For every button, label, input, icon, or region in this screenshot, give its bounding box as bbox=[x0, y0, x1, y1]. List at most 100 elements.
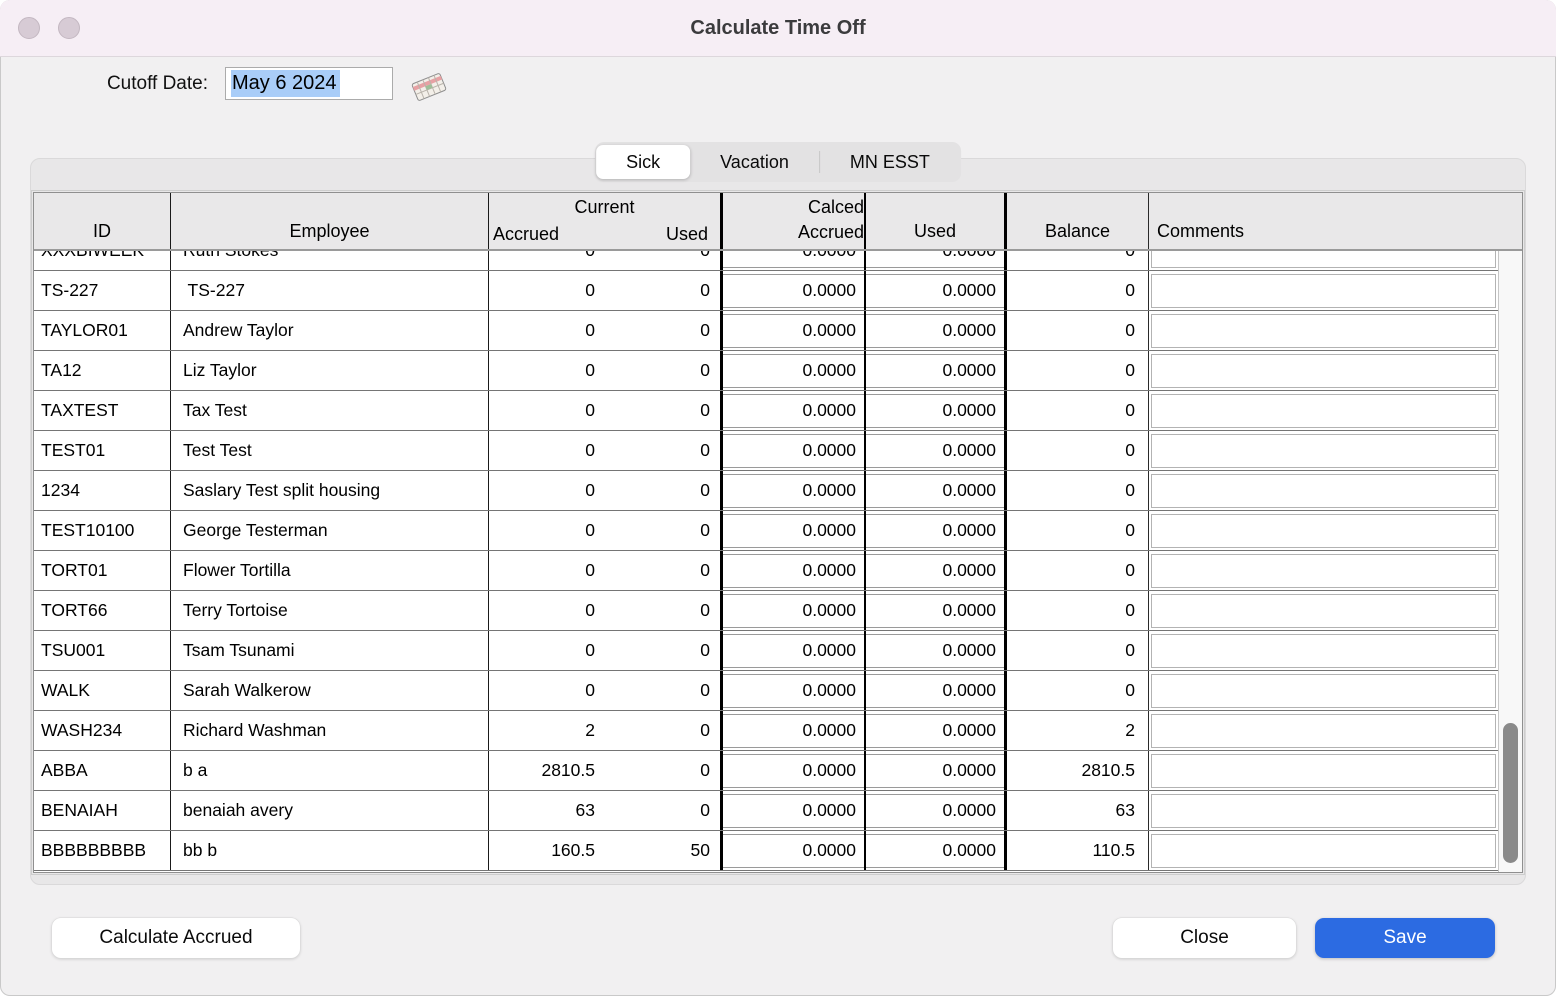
tab-vacation[interactable]: Vacation bbox=[720, 151, 789, 172]
cell-calced-accrued[interactable]: 0.0000 bbox=[723, 631, 866, 670]
tab-sick[interactable]: Sick bbox=[596, 145, 691, 179]
cell-calced-accrued[interactable]: 0.0000 bbox=[723, 511, 866, 550]
cell-employee: Saslary Test split housing bbox=[171, 471, 489, 510]
cell-comments[interactable] bbox=[1149, 311, 1498, 350]
col-header-calced-accrued[interactable]: Calced Accrued bbox=[723, 193, 866, 249]
cell-calced-used[interactable]: 0.0000 bbox=[866, 791, 1007, 830]
col-header-used[interactable]: Used bbox=[866, 193, 1007, 249]
cell-comments[interactable] bbox=[1149, 431, 1498, 470]
table-row[interactable]: BBBBBBBBB bb b 160.5 50 0.0000 0.0000 11… bbox=[34, 831, 1498, 871]
cell-calced-accrued[interactable]: 0.0000 bbox=[723, 551, 866, 590]
cell-calced-accrued[interactable]: 0.0000 bbox=[723, 251, 866, 270]
cell-comments[interactable] bbox=[1149, 271, 1498, 310]
cell-employee: Liz Taylor bbox=[171, 351, 489, 390]
col-header-comments[interactable]: Comments bbox=[1157, 221, 1245, 241]
table-row[interactable]: WALK Sarah Walkerow 0 0 0.0000 0.0000 0 bbox=[34, 671, 1498, 711]
cell-calced-used[interactable]: 0.0000 bbox=[866, 431, 1007, 470]
cell-calced-used[interactable]: 0.0000 bbox=[866, 271, 1007, 310]
cell-calced-used[interactable]: 0.0000 bbox=[866, 591, 1007, 630]
cell-calced-used[interactable]: 0.0000 bbox=[866, 471, 1007, 510]
cell-calced-accrued[interactable]: 0.0000 bbox=[723, 591, 866, 630]
table-row[interactable]: XXXBIWEEK Ruth Stokes 0 0 0.0000 0.0000 … bbox=[34, 251, 1498, 271]
cell-calced-used[interactable]: 0.0000 bbox=[866, 551, 1007, 590]
cell-calced-accrued[interactable]: 0.0000 bbox=[723, 711, 866, 750]
cell-calced-used[interactable]: 0.0000 bbox=[866, 751, 1007, 790]
table-row[interactable]: ABBA b a 2810.5 0 0.0000 0.0000 2810.5 bbox=[34, 751, 1498, 791]
cell-calced-accrued[interactable]: 0.0000 bbox=[723, 351, 866, 390]
table-row[interactable]: TA12 Liz Taylor 0 0 0.0000 0.0000 0 bbox=[34, 351, 1498, 391]
col-header-balance[interactable]: Balance bbox=[1007, 193, 1149, 249]
table-row[interactable]: TEST01 Test Test 0 0 0.0000 0.0000 0 bbox=[34, 431, 1498, 471]
cell-comments[interactable] bbox=[1149, 471, 1498, 510]
table-row[interactable]: TORT66 Terry Tortoise 0 0 0.0000 0.0000 … bbox=[34, 591, 1498, 631]
cell-calced-used[interactable]: 0.0000 bbox=[866, 511, 1007, 550]
cell-comments[interactable] bbox=[1149, 391, 1498, 430]
cell-current: 0 0 bbox=[489, 671, 723, 710]
cell-balance: 0 bbox=[1007, 271, 1149, 310]
table-row[interactable]: BENAIAH benaiah avery 63 0 0.0000 0.0000… bbox=[34, 791, 1498, 831]
cell-calced-used[interactable]: 0.0000 bbox=[866, 711, 1007, 750]
cell-calced-used[interactable]: 0.0000 bbox=[866, 251, 1007, 270]
close-button[interactable]: Close bbox=[1113, 918, 1296, 958]
cell-calced-accrued[interactable]: 0.0000 bbox=[723, 791, 866, 830]
table-row[interactable]: TS-227 TS-227 0 0 0.0000 0.0000 0 bbox=[34, 271, 1498, 311]
cell-id: 1234 bbox=[34, 471, 171, 510]
tab-mn-esst[interactable]: MN ESST bbox=[849, 151, 930, 172]
table-row[interactable]: TEST10100 George Testerman 0 0 0.0000 0.… bbox=[34, 511, 1498, 551]
cell-calced-used[interactable]: 0.0000 bbox=[866, 831, 1007, 870]
save-button[interactable]: Save bbox=[1315, 918, 1495, 958]
cell-current: 0 0 bbox=[489, 251, 723, 270]
table-row[interactable]: TSU001 Tsam Tsunami 0 0 0.0000 0.0000 0 bbox=[34, 631, 1498, 671]
cell-current-accrued: 2 bbox=[585, 720, 595, 740]
table-row[interactable]: TAXTEST Tax Test 0 0 0.0000 0.0000 0 bbox=[34, 391, 1498, 431]
cell-comments[interactable] bbox=[1149, 351, 1498, 390]
cell-calced-used[interactable]: 0.0000 bbox=[866, 311, 1007, 350]
cell-calced-used[interactable]: 0.0000 bbox=[866, 391, 1007, 430]
cell-calced-used[interactable]: 0.0000 bbox=[866, 351, 1007, 390]
col-header-current-group: Current bbox=[574, 197, 635, 217]
cell-calced-accrued[interactable]: 0.0000 bbox=[723, 391, 866, 430]
cell-calced-accrued[interactable]: 0.0000 bbox=[723, 271, 866, 310]
cell-employee: TS-227 bbox=[171, 271, 489, 310]
table-row[interactable]: WASH234 Richard Washman 2 0 0.0000 0.000… bbox=[34, 711, 1498, 751]
cell-employee: Tax Test bbox=[171, 391, 489, 430]
cell-calced-accrued[interactable]: 0.0000 bbox=[723, 431, 866, 470]
cell-comments[interactable] bbox=[1149, 671, 1498, 710]
cell-id: TORT01 bbox=[34, 551, 171, 590]
col-header-id[interactable]: ID bbox=[34, 193, 171, 249]
cell-calced-used[interactable]: 0.0000 bbox=[866, 631, 1007, 670]
minimize-window-icon[interactable] bbox=[58, 17, 80, 39]
table-row[interactable]: 1234 Saslary Test split housing 0 0 0.00… bbox=[34, 471, 1498, 511]
calendar-icon[interactable] bbox=[408, 68, 450, 111]
col-header-current[interactable]: Current Accrued Used bbox=[489, 193, 723, 249]
cell-calced-accrued[interactable]: 0.0000 bbox=[723, 471, 866, 510]
col-header-current-accrued: Accrued bbox=[493, 224, 560, 244]
vertical-scrollbar[interactable] bbox=[1498, 251, 1522, 872]
cell-comments[interactable] bbox=[1149, 591, 1498, 630]
cell-comments[interactable] bbox=[1149, 551, 1498, 590]
cell-calced-accrued[interactable]: 0.0000 bbox=[723, 671, 866, 710]
cell-calced-accrued[interactable]: 0.0000 bbox=[723, 311, 866, 350]
cell-current: 0 0 bbox=[489, 551, 723, 590]
cell-calced-used[interactable]: 0.0000 bbox=[866, 671, 1007, 710]
cell-comments[interactable] bbox=[1149, 251, 1498, 270]
scrollbar-thumb[interactable] bbox=[1503, 723, 1518, 863]
cell-comments[interactable] bbox=[1149, 791, 1498, 830]
cell-comments[interactable] bbox=[1149, 711, 1498, 750]
close-window-icon[interactable] bbox=[18, 17, 40, 39]
table-body-viewport: XXXBIWEEK Ruth Stokes 0 0 0.0000 0.0000 … bbox=[34, 251, 1498, 872]
calculate-accrued-button[interactable]: Calculate Accrued bbox=[52, 918, 300, 958]
cell-comments[interactable] bbox=[1149, 511, 1498, 550]
table-row[interactable]: TORT01 Flower Tortilla 0 0 0.0000 0.0000… bbox=[34, 551, 1498, 591]
col-header-employee[interactable]: Employee bbox=[171, 193, 489, 249]
cell-comments[interactable] bbox=[1149, 831, 1498, 870]
window-title: Calculate Time Off bbox=[690, 16, 866, 39]
cell-employee: Richard Washman bbox=[171, 711, 489, 750]
cell-calced-accrued[interactable]: 0.0000 bbox=[723, 751, 866, 790]
col-header-calced-line1: Calced bbox=[807, 197, 864, 217]
cutoff-date-input[interactable]: May 6 2024 bbox=[225, 67, 393, 100]
cell-comments[interactable] bbox=[1149, 751, 1498, 790]
cell-calced-accrued[interactable]: 0.0000 bbox=[723, 831, 866, 870]
table-row[interactable]: TAYLOR01 Andrew Taylor 0 0 0.0000 0.0000… bbox=[34, 311, 1498, 351]
cell-comments[interactable] bbox=[1149, 631, 1498, 670]
